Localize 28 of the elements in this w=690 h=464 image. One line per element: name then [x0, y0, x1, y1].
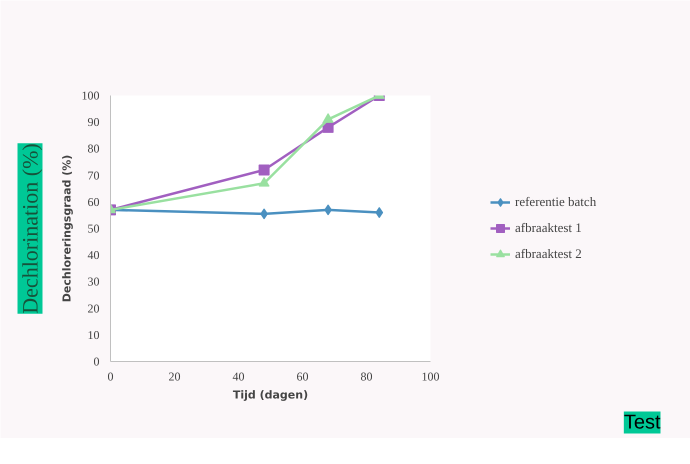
point — [258, 164, 270, 176]
y-tick-label: 0 — [94, 354, 100, 368]
y-tick-label: 40 — [88, 248, 100, 262]
point — [322, 113, 334, 123]
legend-label: referentie batch — [515, 194, 596, 210]
y-tick-label: 10 — [88, 328, 100, 342]
y-tick-label: 80 — [88, 142, 100, 156]
y-tick-label: 90 — [88, 115, 100, 130]
point — [258, 177, 270, 187]
y-tick-label: 60 — [88, 194, 100, 209]
y-tick-label: 30 — [88, 274, 100, 289]
x-tick-label: 40 — [232, 370, 244, 384]
text: Test — [624, 412, 661, 434]
point — [375, 207, 384, 218]
x-tick-label: 20 — [168, 370, 180, 384]
x-axis-title: Tijd (dagen) — [232, 388, 308, 402]
y-tick-label: 100 — [82, 88, 100, 102]
legend-label: afbraaktest 1 — [515, 220, 582, 236]
text: Dechlorination (%) — [18, 143, 42, 314]
x-tick-label: 100 — [422, 370, 440, 384]
legend-label: afbraaktest 2 — [515, 246, 582, 262]
x-tick-label: 0 — [108, 370, 114, 384]
y-tick-label: 20 — [88, 301, 100, 316]
x-tick-label: 80 — [360, 370, 372, 384]
y-tick-label: 70 — [88, 168, 100, 182]
x-tick-label: 60 — [296, 370, 308, 384]
y-axis-title: Dechloreringsgraad (%) — [60, 154, 74, 302]
y-tick-label: 50 — [88, 222, 100, 236]
